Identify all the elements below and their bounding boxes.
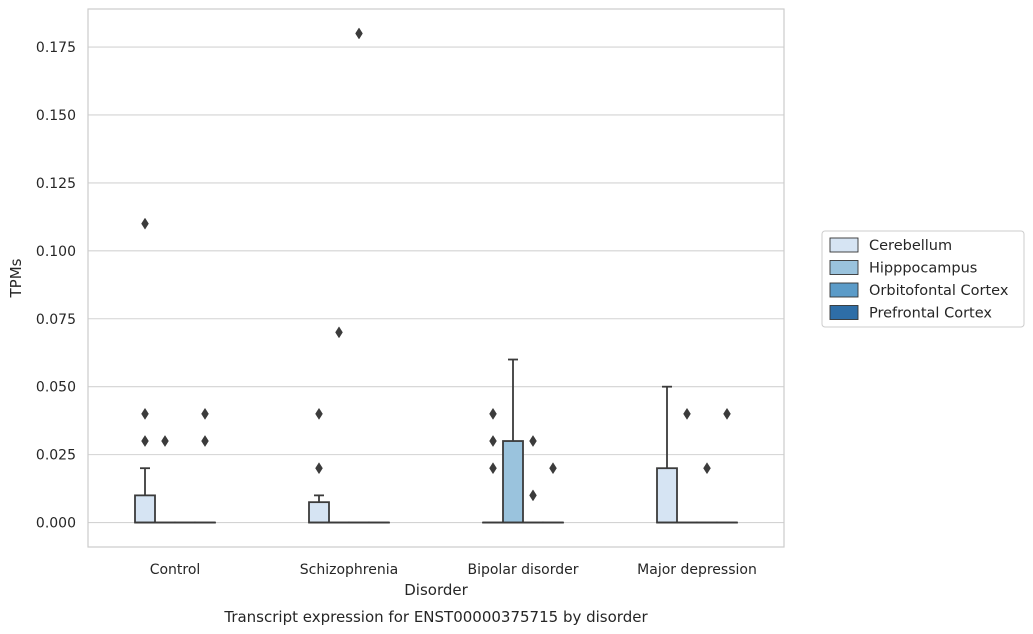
x-tick-labels: Control Schizophrenia Bipolar disorder Majo… — [150, 562, 757, 578]
outlier-point — [335, 326, 343, 339]
legend-label: Prefrontal Cortex — [869, 306, 992, 322]
legend-swatch — [829, 260, 859, 275]
y-tick-labels: 0.000 0.025 0.050 0.075 0.100 0.125 0.150 0.175 — [36, 40, 76, 532]
x-tick-label: Schizophrenia — [300, 562, 398, 578]
outlier-point — [315, 462, 323, 475]
legend-swatch — [829, 305, 859, 320]
y-tick-label: 0.100 — [36, 244, 76, 260]
y-tick-label: 0.075 — [36, 312, 76, 328]
outlier-point — [683, 407, 691, 420]
outlier-point — [549, 462, 557, 475]
box-series — [134, 27, 738, 524]
outlier-point — [723, 407, 731, 420]
box-prefrontal-cortex-3 — [716, 407, 738, 524]
box-orbitofontal-cortex-3 — [696, 462, 718, 524]
legend-swatch — [829, 237, 859, 253]
outlier-point — [141, 435, 149, 447]
outlier-point — [141, 217, 149, 230]
y-tick-label: 0.000 — [36, 516, 76, 532]
outlier-point — [141, 407, 149, 420]
y-tick-label: 0.150 — [36, 108, 76, 124]
box-body — [656, 467, 678, 524]
y-tick-label: 0.125 — [36, 176, 76, 192]
outlier-point — [355, 27, 363, 40]
plot-frame — [87, 8, 785, 548]
x-tick-label: Control — [150, 562, 201, 578]
outlier-point — [703, 462, 711, 475]
y-tick-label: 0.050 — [36, 380, 76, 396]
box-hipppocampus-0 — [154, 435, 176, 524]
box-prefrontal-cortex-2 — [542, 462, 564, 524]
y-tick-label: 0.175 — [36, 40, 76, 56]
legend-swatch — [829, 282, 859, 298]
chart-caption: Transcript expression for ENST0000037571… — [223, 608, 648, 626]
x-axis-label: Disorder — [404, 581, 468, 599]
box-orbitofontal-cortex-2 — [522, 435, 544, 524]
box-hipppocampus-3 — [676, 407, 698, 524]
outlier-point — [201, 407, 209, 420]
box-cerebellum-3 — [656, 385, 678, 524]
legend-label: Hipppocampus — [869, 261, 977, 277]
y-axis-label: TPMs — [7, 258, 25, 298]
box-body — [134, 494, 156, 524]
outlier-point — [489, 435, 497, 447]
outlier-point — [489, 407, 497, 420]
outlier-point — [201, 435, 209, 447]
box-prefrontal-cortex-0 — [194, 407, 216, 524]
box-cerebellum-0 — [134, 217, 156, 524]
outlier-point — [489, 462, 497, 475]
box-hipppocampus-1 — [328, 326, 350, 524]
outlier-point — [529, 489, 537, 502]
outlier-point — [161, 435, 169, 447]
box-cerebellum-2 — [482, 407, 504, 524]
box-orbitofontal-cortex-1 — [348, 27, 370, 524]
gridlines — [88, 46, 784, 524]
box-hipppocampus-2 — [502, 358, 524, 524]
legend-label: Cerebellum — [869, 238, 952, 254]
legend-label: Orbitofontal Cortex — [869, 283, 1009, 299]
outlier-point — [529, 435, 537, 447]
box-body — [502, 440, 524, 524]
x-tick-label: Major depression — [637, 562, 757, 578]
box-body — [308, 501, 330, 524]
legend-frame — [821, 230, 1025, 328]
outlier-point — [315, 407, 323, 420]
y-tick-label: 0.025 — [36, 448, 76, 464]
x-tick-label: Bipolar disorder — [467, 562, 578, 578]
legend: Cerebellum Hipppocampus Orbitofontal Corte… — [821, 230, 1025, 328]
box-cerebellum-1 — [308, 407, 330, 524]
